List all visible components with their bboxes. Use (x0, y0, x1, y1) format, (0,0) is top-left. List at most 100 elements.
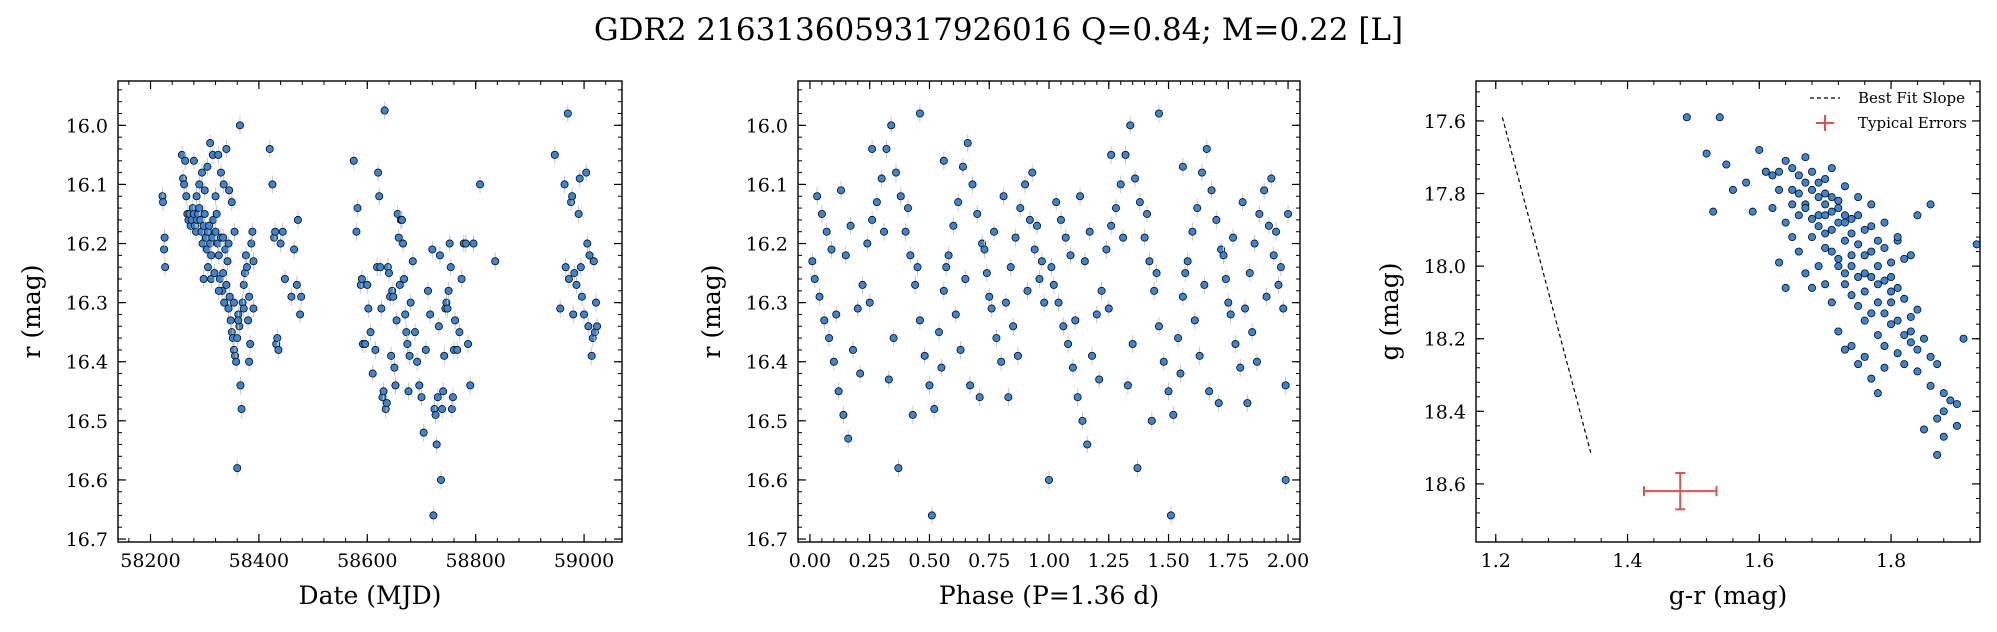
data-point (1188, 227, 1197, 236)
data-point (1178, 292, 1187, 301)
data-point (227, 198, 236, 207)
data-point (1071, 316, 1080, 325)
data-point (1952, 400, 1961, 409)
data-point (1847, 214, 1856, 223)
data-point (575, 174, 584, 183)
data-point (1808, 167, 1817, 176)
data-point (829, 357, 838, 366)
data-point (223, 257, 232, 266)
data-point (1854, 193, 1863, 202)
data-point (219, 180, 228, 189)
data-point (987, 304, 996, 313)
data-point (239, 280, 248, 289)
data-point (572, 280, 581, 289)
data-point (432, 440, 441, 449)
data-point (361, 340, 370, 349)
data-point (1078, 416, 1087, 425)
data-point (956, 345, 965, 354)
data-point (182, 192, 191, 201)
data-point (1827, 247, 1836, 256)
x-tick-label: 59000 (554, 550, 614, 572)
data-point (1045, 475, 1054, 484)
data-point (417, 393, 426, 402)
data-point (884, 375, 893, 384)
data-point (827, 245, 836, 254)
data-point (1140, 233, 1149, 242)
data-point (1262, 292, 1271, 301)
data-point (1827, 193, 1836, 202)
data-point (1933, 360, 1942, 369)
data-point (1860, 287, 1869, 296)
data-point (550, 150, 559, 159)
data-point (1054, 298, 1063, 307)
data-point (239, 304, 248, 313)
x-tick-label: 1.75 (1207, 550, 1249, 572)
data-point (180, 180, 189, 189)
data-point (930, 405, 939, 414)
data-point (913, 263, 922, 272)
data-point (245, 357, 254, 366)
data-point (927, 511, 936, 520)
data-point (374, 168, 383, 177)
y-tick-label: 16.2 (66, 234, 108, 256)
data-point (447, 405, 456, 414)
data-point (1893, 316, 1902, 325)
data-point (1164, 387, 1173, 396)
data-point (1854, 240, 1863, 249)
data-point (822, 227, 831, 236)
data-point (935, 328, 944, 337)
data-point (1181, 269, 1190, 278)
data-point (1135, 198, 1144, 207)
data-point (377, 304, 386, 313)
data-point (220, 298, 229, 307)
data-point (219, 233, 228, 242)
data-point (380, 106, 389, 115)
data-point (205, 221, 214, 230)
data-point (1946, 396, 1955, 405)
data-point (1880, 341, 1889, 350)
data-point (247, 239, 256, 248)
data-point (591, 298, 600, 307)
data-point (271, 227, 280, 236)
data-point (1887, 287, 1896, 296)
data-point (963, 139, 972, 148)
data-point (1920, 334, 1929, 343)
data-point (375, 192, 384, 201)
data-point (1025, 215, 1034, 224)
data-point (1248, 328, 1257, 337)
y-axis-label: g (mag) (1375, 262, 1404, 360)
data-point (1128, 340, 1137, 349)
x-tick-label: 58200 (120, 550, 180, 572)
data-point (1808, 283, 1817, 292)
data-point (1801, 204, 1810, 213)
data-point (232, 357, 241, 366)
data-point (1840, 182, 1849, 191)
data-point (357, 274, 366, 283)
data-point (872, 198, 881, 207)
data-point (453, 345, 462, 354)
data-point (980, 245, 989, 254)
data-point (249, 304, 258, 313)
data-point (1900, 360, 1909, 369)
data-point (1775, 258, 1784, 267)
data-point (837, 186, 846, 195)
data-point (404, 387, 413, 396)
data-point (1840, 211, 1849, 220)
data-point (1834, 218, 1843, 227)
y-tick-label: 16.3 (746, 293, 788, 315)
data-point (577, 292, 586, 301)
data-point (1073, 393, 1082, 402)
data-point (268, 180, 277, 189)
data-point (448, 393, 457, 402)
data-point (1154, 109, 1163, 118)
data-point (1152, 269, 1161, 278)
data-point (1847, 262, 1856, 271)
data-point (1840, 280, 1849, 289)
x-tick-label: 58600 (337, 550, 397, 572)
data-point (925, 381, 934, 390)
data-point (200, 209, 209, 218)
x-tick-label: 2.00 (1267, 550, 1309, 572)
data-point (431, 410, 440, 419)
data-point (911, 280, 920, 289)
